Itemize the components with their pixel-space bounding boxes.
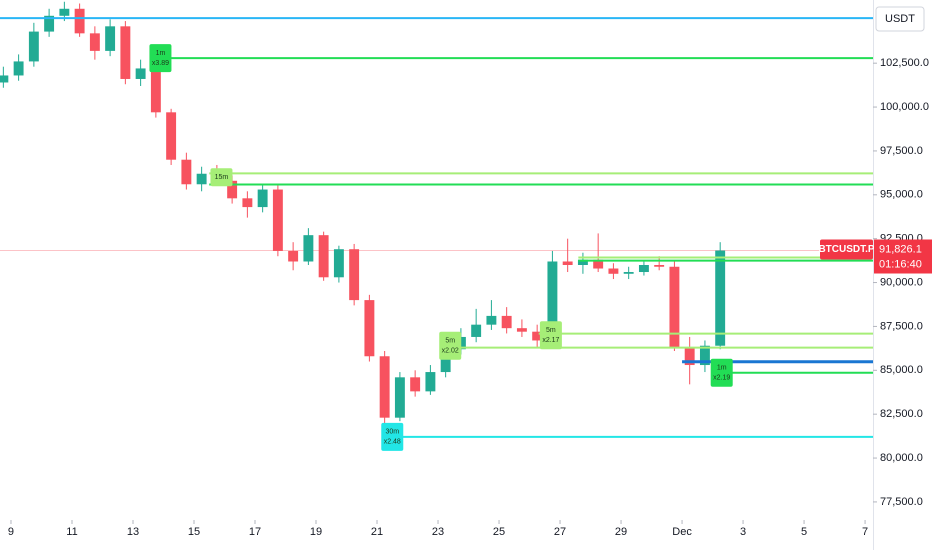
candle-body (288, 250, 299, 262)
y-tick-label: 77,500.0 (880, 496, 923, 508)
x-tick-label: 13 (127, 526, 139, 538)
candle-body (364, 300, 375, 357)
y-tick-label: 87,500.0 (880, 320, 923, 332)
symbol: BTCUSDT.P (818, 244, 874, 255)
candle-body (425, 372, 436, 392)
candle-body (166, 112, 177, 160)
candle-body (28, 31, 39, 62)
y-tick-label: 85,000.0 (880, 364, 923, 376)
x-tick-label: 17 (249, 526, 261, 538)
price-tag-label: 91,826.1 (879, 243, 922, 255)
candle-body (333, 249, 344, 278)
x-tick-label: 19 (310, 526, 322, 538)
y-tick-label: 102,500.0 (880, 57, 929, 69)
level-label-text: 5m (445, 338, 455, 345)
y-tick-label: 80,000.0 (880, 452, 923, 464)
candle-body (59, 8, 70, 16)
symbol-tag (820, 239, 873, 260)
candle-body (593, 259, 604, 269)
candle-body (196, 173, 207, 185)
candle-body (349, 249, 360, 301)
x-tick-label: 21 (371, 526, 383, 538)
level-label-box (539, 321, 562, 350)
candle-body (577, 259, 588, 266)
candle-body (440, 349, 451, 373)
x-tick-label: 7 (862, 526, 868, 538)
level-label-text: 5m (546, 327, 556, 334)
candle-body (13, 61, 24, 76)
y-tick-label: 82,500.0 (880, 408, 923, 420)
candle-body (562, 261, 573, 266)
plot-area: 1m x3.89 15m 30m x2.48 5m x2.02 5m x2.17 1m x2.19 (0, 1, 873, 451)
candle-body (699, 345, 710, 366)
candle-body (120, 26, 131, 79)
candle-body (227, 180, 238, 199)
candle-body (135, 68, 146, 79)
candle-body (715, 250, 726, 346)
currency-button[interactable] (875, 6, 925, 32)
level-label-text: 30m (385, 429, 399, 436)
candle-body (471, 324, 482, 337)
x-tick-label: 9 (8, 526, 14, 538)
level-label-box (210, 168, 233, 187)
candle-body (242, 198, 253, 208)
candle-body (44, 15, 55, 32)
candle-body (486, 315, 497, 325)
candle-body (623, 272, 634, 274)
currency[interactable]: USDT (885, 13, 915, 25)
candle-body (74, 8, 85, 34)
x-tick-label: 5 (801, 526, 807, 538)
level-label-text: x2.17 (542, 337, 559, 344)
level-label-text: x2.19 (713, 375, 730, 382)
candle-body (379, 356, 390, 418)
level-label-text: 15m (215, 174, 229, 181)
candle-body (181, 159, 192, 185)
level-label-text: x2.02 (442, 348, 459, 355)
level-label-box (710, 358, 733, 387)
candle-body (516, 328, 527, 332)
candle-body (0, 75, 9, 83)
candle-body (150, 68, 161, 113)
x-tick-label: 11 (66, 526, 77, 538)
y-tick-label: 90,000.0 (880, 276, 923, 288)
price-tag (874, 239, 932, 274)
level-label-text: 1m (717, 365, 727, 372)
y-tick-label: 95,000.0 (880, 189, 923, 201)
level-label-text: x2.48 (384, 439, 401, 446)
candle-body (257, 189, 268, 208)
level-label-text: x3.89 (152, 60, 169, 67)
candle-body (318, 235, 329, 278)
candle-body (684, 347, 695, 366)
candle-body (638, 265, 649, 273)
candle-body (608, 268, 619, 274)
candle-body (105, 26, 116, 51)
level-label-box (149, 44, 172, 73)
x-tick-label: 15 (188, 526, 200, 538)
level-label-box (381, 422, 404, 451)
level-label-box (439, 331, 462, 360)
level-label-text: 1m (156, 50, 166, 57)
candle-body (272, 189, 283, 251)
y-tick-label: 97,500.0 (880, 145, 923, 157)
y-tick-label: 100,000.0 (880, 101, 929, 113)
x-tick-label: 27 (554, 526, 566, 538)
countdown: 01:16:40 (879, 258, 922, 270)
candle-body (410, 377, 421, 392)
candle-body (394, 377, 405, 418)
candle-body (532, 331, 543, 341)
candle-body (669, 266, 680, 348)
x-tick-label: 25 (493, 526, 505, 538)
x-tick-label: 3 (740, 526, 746, 538)
candle-body (547, 261, 558, 341)
x-tick-label: 29 (615, 526, 627, 538)
candle-body (89, 33, 100, 51)
candle-body (501, 315, 512, 329)
x-tick-label: 23 (432, 526, 444, 538)
candle-body (654, 265, 665, 267)
candle-body (303, 235, 314, 262)
x-tick-label: Dec (672, 526, 692, 538)
